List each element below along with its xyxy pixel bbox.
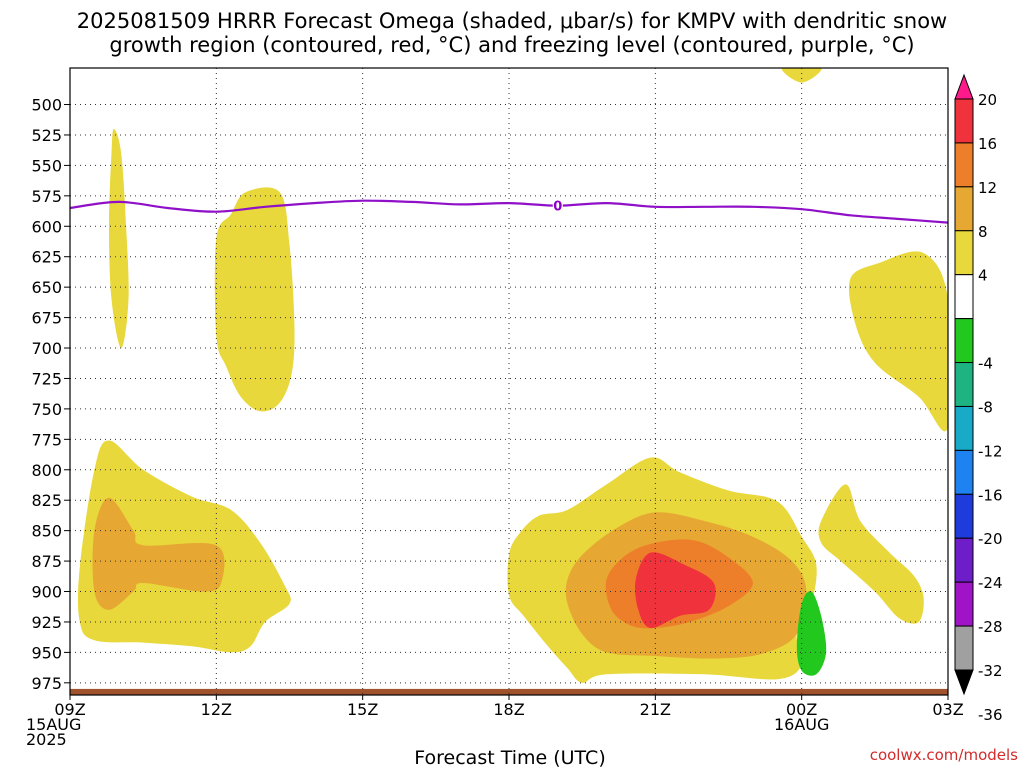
- x-tick-label: 00Z: [786, 700, 817, 719]
- freezing-level-layer: 0: [70, 197, 948, 224]
- colorbar-segment: [954, 318, 974, 364]
- colorbar-segment: [954, 405, 974, 451]
- colorbar-label: -20: [978, 530, 1003, 548]
- colorbar-label: -32: [978, 662, 1003, 680]
- x-tick-label: 21Z: [640, 700, 671, 719]
- omega-region-8: [796, 591, 827, 676]
- colorbar-segment: [954, 625, 974, 671]
- y-tick-label: 700: [31, 339, 62, 358]
- colorbar-top-triangle: [954, 73, 974, 100]
- colorbar-label: -4: [978, 355, 993, 373]
- omega-region-3: [92, 497, 225, 610]
- y-tick-label: 900: [31, 583, 62, 602]
- colorbar-segment: [954, 581, 974, 627]
- chart-title-line-2: growth region (contoured, red, °C) and f…: [109, 33, 914, 57]
- colorbar-label: 20: [978, 91, 997, 109]
- x-tick-label: 12Z: [201, 700, 232, 719]
- colorbar-label: 8: [978, 223, 988, 241]
- colorbar-label: 12: [978, 179, 997, 197]
- credit-text: coolwx.com/models: [870, 746, 1018, 764]
- colorbar-segment: [954, 362, 974, 407]
- colorbar-segment: [954, 537, 974, 583]
- colorbar-label: -24: [978, 574, 1003, 592]
- colorbar-segment: [954, 493, 974, 539]
- freezing-level-line: [70, 199, 948, 224]
- omega-region-0: [109, 128, 129, 348]
- y-tick-label: 625: [31, 248, 62, 267]
- y-tick-label: 575: [31, 187, 62, 206]
- x-axis-title: Forecast Time (UTC): [414, 747, 605, 768]
- chart-title-line-1: 2025081509 HRRR Forecast Omega (shaded, …: [77, 9, 947, 33]
- y-tick-label: 950: [31, 643, 62, 662]
- x-tick-label: 09Z: [54, 700, 85, 719]
- y-tick-label: 775: [31, 430, 62, 449]
- y-tick-label: 675: [31, 309, 62, 328]
- colorbar-label: -16: [978, 486, 1003, 504]
- y-tick-label: 550: [31, 156, 62, 175]
- freezing-level-label: 0: [553, 200, 562, 215]
- omega-region-1: [214, 187, 295, 412]
- y-tick-label: 925: [31, 613, 62, 632]
- x-tick-label: 15AUG: [26, 715, 81, 734]
- colorbar-segment: [954, 186, 974, 232]
- y-tick-label: 650: [31, 278, 62, 297]
- colorbar-segment: [954, 142, 974, 188]
- x-tick-label: 15Z: [347, 700, 378, 719]
- colorbar-label: 4: [978, 267, 988, 285]
- y-tick-label: 750: [31, 400, 62, 419]
- colorbar-label: 16: [978, 135, 997, 153]
- freezing-level-label-bg: [552, 197, 563, 213]
- omega-shading: [70, 68, 948, 695]
- y-tick-label: 825: [31, 491, 62, 510]
- y-tick-label: 875: [31, 552, 62, 571]
- y-tick-label: 600: [31, 217, 62, 236]
- colorbar-bottom-triangle: [954, 669, 974, 696]
- omega-region-11: [781, 68, 822, 83]
- omega-region-7: [634, 552, 716, 629]
- y-tick-label: 850: [31, 522, 62, 541]
- surface-terrain-band: [70, 688, 948, 695]
- colorbar-segment: [954, 274, 974, 320]
- colorbar-label: -8: [978, 399, 993, 417]
- y-tick-label: 975: [31, 674, 62, 693]
- colorbar-label: -12: [978, 442, 1003, 460]
- colorbar-segment: [954, 449, 974, 495]
- colorbar-label: -28: [978, 618, 1003, 636]
- y-tick-label: 725: [31, 369, 62, 388]
- colorbar-label: -36: [978, 706, 1003, 724]
- omega-region-10: [848, 251, 948, 432]
- x-tick-label: 03Z: [932, 700, 963, 719]
- colorbar-segment: [954, 230, 974, 276]
- y-tick-label: 525: [31, 126, 62, 145]
- y-tick-label: 800: [31, 461, 62, 480]
- colorbar-segment: [954, 98, 974, 144]
- x-tick-label: 18Z: [493, 700, 524, 719]
- y-tick-label: 500: [31, 96, 62, 115]
- pressure-axis: 500 525 550 575 600 625 650 675 700 725 750 775 800 8…: [31, 96, 70, 693]
- x-tick-label: 16AUG: [774, 715, 829, 734]
- plot-area: [70, 68, 948, 695]
- omega-colorbar: 20 16 12 8 4 -4 -8 -12 -16 -20 -24 -28 -32 -36: [954, 73, 1003, 724]
- x-tick-label: 2025: [26, 730, 67, 749]
- omega-region-9: [818, 484, 924, 624]
